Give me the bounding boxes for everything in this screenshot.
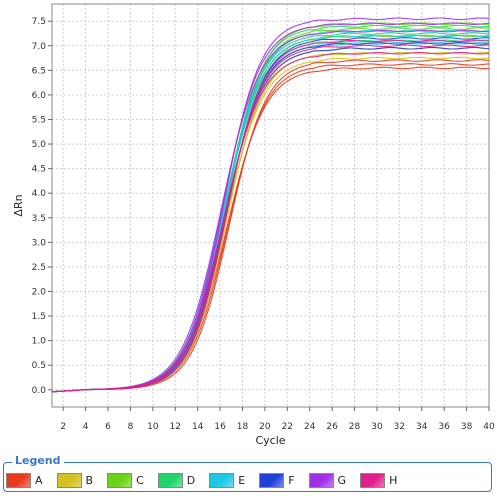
y-tick-label: 7.0 [32,42,47,52]
legend-item-c[interactable]: C [107,473,152,488]
legend-title: Legend [12,454,64,467]
y-tick-label: 4.0 [32,189,47,199]
legend-swatch [157,473,183,488]
series-line-f [51,46,490,393]
legend-swatch [6,473,31,488]
x-tick-label: 2 [60,422,66,432]
x-tick-label: 18 [237,422,249,432]
plot-frame [51,3,490,408]
legend-item-g[interactable]: G [308,473,355,488]
y-axis-label: ΔRn [12,194,25,216]
series-line-a [51,66,489,393]
y-tick-label: 0.5 [32,361,46,371]
legend-item-d[interactable]: D [157,473,203,488]
legend-item-f[interactable]: F [259,473,302,488]
x-tick-label: 26 [326,422,338,432]
x-axis-label: Cycle [255,434,285,447]
amplification-plot: 2 4 6 8 10 12 14 16 18 20 22 24 26 28 30 32 34 36 38 40 0.0… [12,3,495,447]
x-tick-label: 14 [192,422,204,432]
legend-swatch [56,473,82,488]
series-line-a [51,59,490,393]
x-tick-label: 36 [438,422,450,432]
series-line-b [51,56,490,393]
series-line-g [51,29,490,393]
legend-swatch [107,473,133,488]
legend-swatch [259,473,285,488]
x-tick-label: 4 [83,422,89,432]
legend-item-e[interactable]: E [209,473,253,488]
legend-label: F [288,474,295,487]
series-line-c [51,34,490,393]
series-lines [51,17,490,393]
x-tick-label: 10 [147,422,159,432]
y-tick-label: 1.0 [32,337,47,347]
legend-label: G [337,474,347,487]
legend-items: A B C D E F G H [6,473,411,488]
series-line-h [51,39,490,393]
y-tick-label: 1.5 [32,312,46,322]
y-tick-label: 5.0 [32,140,47,150]
x-tick-label: 34 [416,422,428,432]
y-tick-label: 3.5 [32,214,46,224]
legend-label: B [85,474,94,487]
series-line-b [51,46,490,393]
series-line-a [51,63,490,393]
series-line-e [51,29,490,393]
y-axis-ticks: 0.0 0.5 1.0 1.5 2.0 2.5 3.0 3.5 4.0 4.5 5.0 5.5 6.0 6… [32,17,52,396]
y-tick-label: 3.0 [32,238,47,248]
x-tick-label: 16 [214,422,226,432]
x-tick-label: 22 [282,422,293,432]
legend-swatch [308,473,334,488]
x-tick-label: 6 [105,422,111,432]
legend-label: A [35,474,43,487]
x-tick-label: 28 [349,422,361,432]
y-tick-label: 6.0 [32,91,47,101]
legend: Legend A B C D E F G H [3,454,492,492]
y-tick-label: 0.0 [32,386,47,396]
y-tick-label: 2.5 [32,263,46,273]
x-tick-label: 32 [394,422,405,432]
x-tick-label: 24 [304,422,316,432]
y-tick-label: 6.5 [32,66,46,76]
y-tick-label: 5.5 [32,115,46,125]
y-tick-label: 4.5 [32,165,46,175]
x-tick-label: 40 [483,422,495,432]
grid-lines [52,4,490,407]
x-tick-label: 38 [461,422,473,432]
x-tick-label: 12 [170,422,181,432]
x-tick-label: 30 [371,422,383,432]
legend-label: D [186,474,196,487]
y-tick-label: 2.0 [32,288,47,298]
legend-label: E [238,474,246,487]
legend-label: H [389,474,398,487]
y-tick-label: 7.5 [32,17,46,27]
x-tick-label: 20 [259,422,271,432]
legend-label: C [136,474,144,487]
series-line-e [51,34,489,393]
legend-swatch [209,473,235,488]
x-axis-ticks: 2 4 6 8 10 12 14 16 18 20 22 24 26 28 30 32 34 36 38 40 [60,407,495,432]
series-line-f [51,37,489,393]
legend-item-b[interactable]: B [56,473,102,488]
legend-item-a[interactable]: A [6,473,51,488]
legend-item-h[interactable]: H [360,473,405,488]
legend-swatch [360,473,386,488]
x-tick-label: 8 [128,422,134,432]
